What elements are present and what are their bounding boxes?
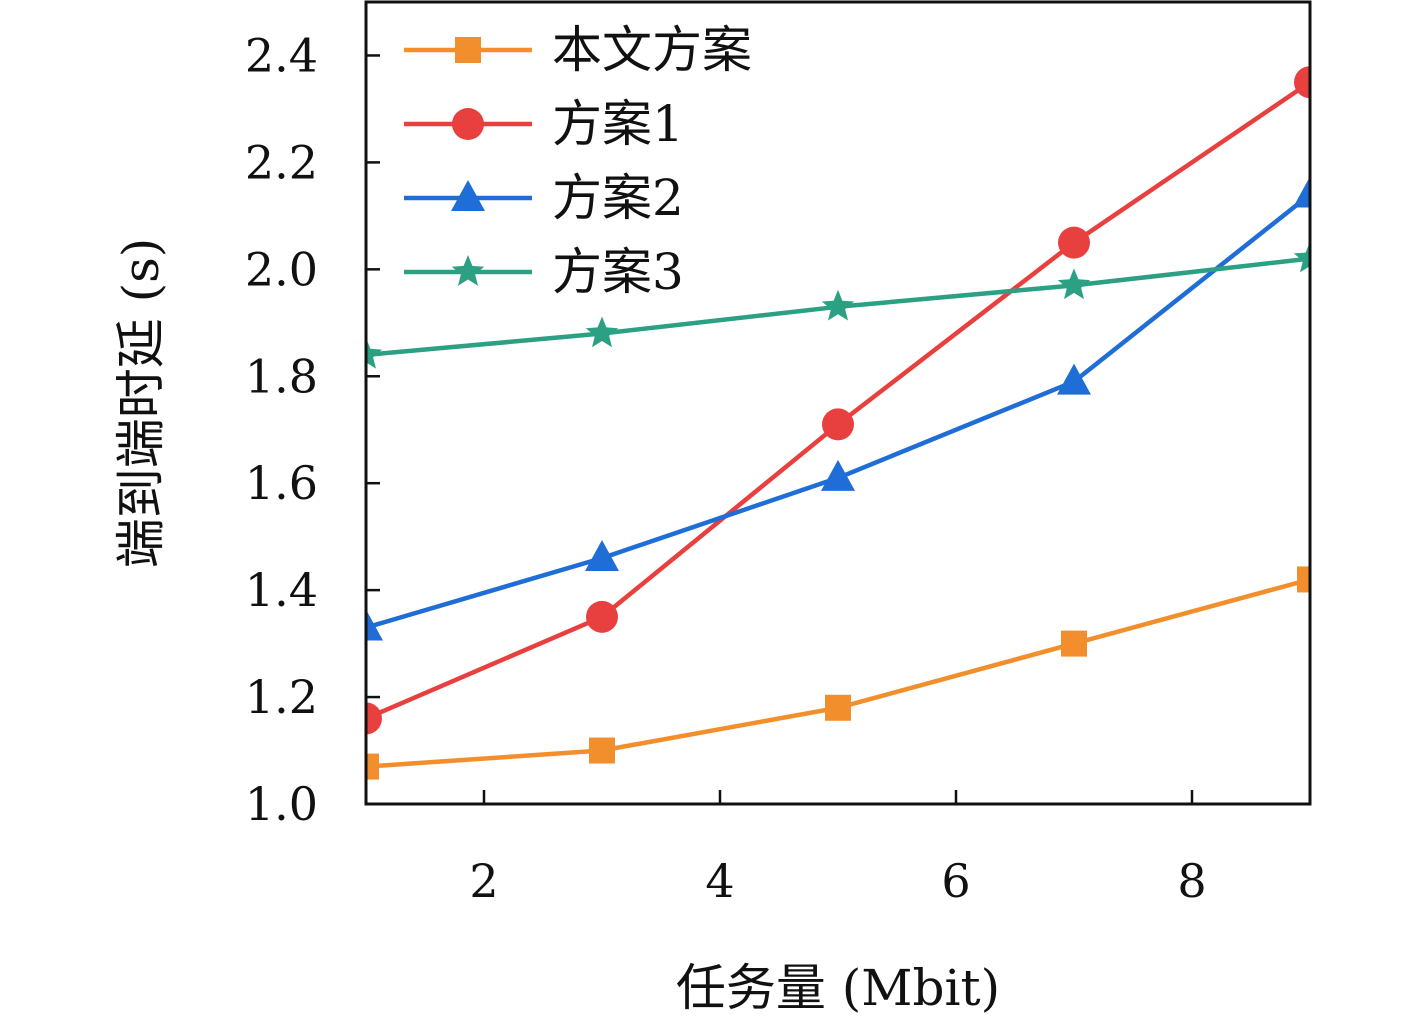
y-tick-label: 1.4 [245, 563, 318, 617]
legend-label: 方案3 [552, 243, 684, 301]
series-line [366, 80, 1310, 721]
legend-entry-3: 方案2 [404, 169, 684, 227]
data-point [821, 289, 855, 321]
legend-entry-1: 本文方案 [404, 21, 752, 79]
y-tick-label: 2.0 [245, 242, 318, 296]
data-point [1057, 268, 1091, 300]
data-point [366, 337, 383, 369]
data-point [366, 702, 382, 735]
legend-entry-4: 方案3 [404, 243, 684, 301]
series-4 [366, 241, 1310, 369]
data-point [366, 753, 379, 780]
legend-marker [451, 255, 485, 286]
data-point [1057, 363, 1091, 395]
y-tick-label: 1.0 [245, 777, 318, 831]
legend-label: 方案1 [552, 95, 684, 153]
plot-area [366, 66, 1310, 780]
x-tick-label: 8 [1177, 854, 1206, 908]
data-point [585, 540, 619, 572]
data-point [589, 737, 615, 764]
data-point [1293, 176, 1310, 208]
data-point [366, 609, 383, 641]
x-tick-label: 2 [469, 854, 498, 908]
series-line [366, 577, 1310, 769]
series-3 [366, 176, 1310, 641]
legend-marker [455, 37, 481, 63]
legend-entry-2: 方案1 [404, 95, 684, 153]
data-point [1293, 241, 1310, 273]
y-tick-label: 2.4 [245, 28, 318, 82]
series-2 [366, 66, 1310, 735]
y-tick-label: 1.8 [245, 349, 318, 403]
x-tick-label: 4 [705, 854, 734, 908]
data-point [825, 694, 851, 721]
data-point [586, 600, 618, 633]
data-point [585, 316, 619, 348]
x-tick-label: 6 [941, 854, 970, 908]
data-point [1294, 66, 1310, 99]
y-tick-label: 2.2 [245, 135, 318, 189]
y-axis-title: 端到端时延 (s) [112, 238, 170, 569]
legend-label: 方案2 [552, 169, 684, 227]
data-point [821, 459, 855, 491]
y-tick-label: 1.2 [245, 670, 318, 724]
data-point [1061, 630, 1087, 657]
legend-label: 本文方案 [552, 21, 752, 79]
legend-marker [451, 180, 485, 211]
legend-marker [452, 108, 484, 140]
plot-frame [364, 0, 1312, 806]
x-axis-title: 任务量 (Mbit) [676, 959, 1000, 1017]
y-tick-label: 1.6 [245, 456, 318, 510]
data-point [1058, 226, 1090, 259]
axis-ticks: 2 4 6 8 1.0 1.2 1.4 1.6 1.8 2.0 2.2 2.4 [245, 28, 1207, 908]
series-1 [366, 566, 1310, 780]
data-point [822, 408, 854, 441]
data-point [1297, 566, 1310, 593]
